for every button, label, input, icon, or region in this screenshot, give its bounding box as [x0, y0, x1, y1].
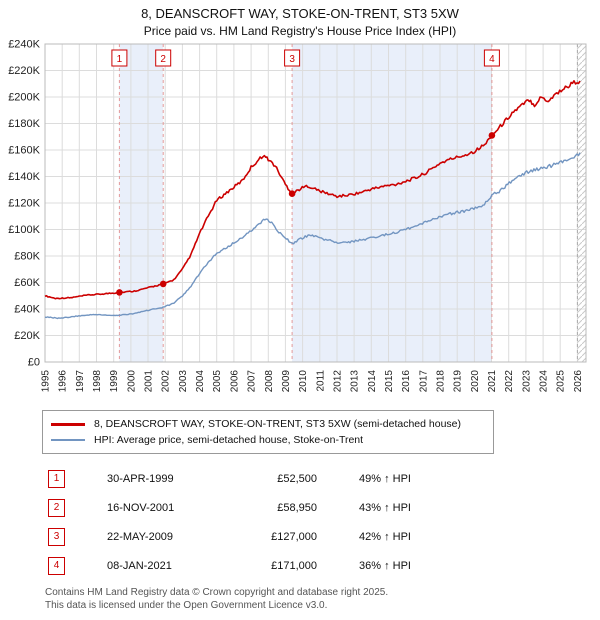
svg-text:3: 3	[289, 54, 295, 65]
svg-text:2002: 2002	[161, 370, 172, 393]
svg-text:1998: 1998	[92, 370, 103, 393]
svg-text:2009: 2009	[281, 370, 292, 393]
property-line-swatch	[51, 422, 85, 426]
sale-flag	[284, 49, 301, 67]
sale-marker	[488, 132, 496, 139]
svg-text:2005: 2005	[212, 370, 223, 393]
sale-price: £127,000	[271, 530, 317, 543]
svg-text:£100K: £100K	[8, 224, 40, 236]
svg-text:2004: 2004	[195, 370, 206, 393]
svg-text:2019: 2019	[453, 370, 464, 393]
sale-number-badge: 2	[48, 498, 65, 517]
svg-text:2012: 2012	[333, 370, 344, 393]
page-title: 8, DEANSCROFT WAY, STOKE-ON-TRENT, ST3 5…	[141, 6, 459, 21]
svg-text:£140K: £140K	[8, 171, 40, 183]
sale-date: 22-MAY-2009	[107, 530, 174, 543]
svg-text:£0: £0	[28, 357, 40, 369]
sale-number-badge: 1	[48, 469, 65, 488]
copyright-footer: Contains HM Land Registry data © Crown c…	[45, 586, 600, 612]
svg-text:2011: 2011	[315, 370, 326, 392]
sale-number-badge: 3	[48, 527, 65, 546]
svg-text:£240K: £240K	[8, 39, 40, 51]
sale-hpi-diff: 36% ↑ HPI	[359, 559, 411, 572]
legend-label-property: 8, DEANSCROFT WAY, STOKE-ON-TRENT, ST3 5…	[94, 418, 462, 430]
svg-text:2003: 2003	[178, 370, 189, 393]
legend-row-hpi: HPI: Average price, semi-detached house,…	[51, 432, 485, 448]
svg-text:2015: 2015	[384, 370, 395, 393]
svg-text:2025: 2025	[556, 370, 567, 393]
svg-text:2026: 2026	[573, 370, 584, 393]
svg-text:£220K: £220K	[8, 65, 40, 77]
svg-text:2000: 2000	[126, 370, 137, 393]
svg-text:2021: 2021	[487, 370, 498, 393]
svg-text:1997: 1997	[75, 370, 86, 393]
svg-text:4: 4	[489, 54, 495, 65]
svg-text:2: 2	[160, 54, 166, 65]
svg-text:2018: 2018	[436, 370, 447, 393]
footer-line-1: Contains HM Land Registry data © Crown c…	[45, 587, 389, 598]
hpi-line-swatch	[51, 439, 85, 441]
svg-text:£180K: £180K	[8, 118, 40, 130]
svg-text:£160K: £160K	[8, 145, 40, 157]
sale-date: 16-NOV-2001	[107, 501, 175, 514]
sale-flag	[483, 49, 500, 67]
footer-line-2: This data is licensed under the Open Gov…	[45, 600, 328, 611]
svg-text:2006: 2006	[229, 370, 240, 393]
svg-text:£200K: £200K	[8, 92, 40, 104]
svg-text:£120K: £120K	[8, 198, 40, 210]
svg-text:1995: 1995	[41, 370, 52, 393]
svg-text:£20K: £20K	[14, 330, 40, 342]
sale-number-badge: 4	[48, 556, 65, 575]
sale-flag	[111, 49, 128, 67]
chart-header: 8, DEANSCROFT WAY, STOKE-ON-TRENT, ST3 5…	[0, 0, 600, 38]
svg-text:2023: 2023	[521, 370, 532, 393]
sale-hpi-diff: 42% ↑ HPI	[359, 530, 411, 543]
svg-text:2010: 2010	[298, 370, 309, 393]
page-subtitle: Price paid vs. HM Land Registry's House …	[143, 24, 457, 38]
sale-marker	[288, 190, 296, 197]
svg-text:1: 1	[117, 54, 123, 65]
series-line-1	[44, 152, 581, 320]
legend-label-hpi: HPI: Average price, semi-detached house,…	[94, 434, 364, 446]
svg-text:£80K: £80K	[14, 251, 40, 263]
sale-hpi-diff: 49% ↑ HPI	[359, 472, 411, 485]
sale-price: £171,000	[271, 559, 317, 572]
price-chart: £0 £20K £40K £60K £80K £100K £120K £140K £160K £1…	[8, 39, 587, 393]
sale-price: £52,500	[277, 472, 317, 485]
svg-text:2014: 2014	[367, 370, 378, 393]
svg-text:2020: 2020	[470, 370, 481, 393]
sale-price: £58,950	[277, 501, 317, 514]
table-row: 3 22-MAY-2009 £127,000 42% ↑ HPI	[0, 522, 600, 551]
svg-text:£40K: £40K	[14, 304, 40, 316]
svg-text:2001: 2001	[144, 370, 155, 393]
sale-marker	[159, 280, 167, 288]
sale-date: 08-JAN-2021	[107, 559, 172, 572]
svg-text:2017: 2017	[418, 370, 429, 393]
svg-text:2007: 2007	[247, 370, 258, 393]
sale-flag	[155, 49, 172, 67]
sales-table: 1 30-APR-1999 £52,500 49% ↑ HPI 2 16-NOV…	[0, 464, 600, 580]
sale-marker	[116, 289, 123, 296]
table-row: 1 30-APR-1999 £52,500 49% ↑ HPI	[0, 464, 600, 493]
svg-text:2008: 2008	[264, 370, 275, 393]
svg-text:1999: 1999	[109, 370, 120, 393]
svg-text:1996: 1996	[58, 370, 69, 393]
svg-text:2016: 2016	[401, 370, 412, 393]
svg-text:2024: 2024	[539, 370, 550, 393]
chart-legend: 8, DEANSCROFT WAY, STOKE-ON-TRENT, ST3 5…	[42, 410, 494, 454]
legend-row-property: 8, DEANSCROFT WAY, STOKE-ON-TRENT, ST3 5…	[51, 416, 485, 432]
svg-text:£60K: £60K	[14, 277, 40, 289]
table-row: 2 16-NOV-2001 £58,950 43% ↑ HPI	[0, 493, 600, 522]
sale-hpi-diff: 43% ↑ HPI	[359, 501, 411, 514]
svg-text:2022: 2022	[504, 370, 515, 393]
table-row: 4 08-JAN-2021 £171,000 36% ↑ HPI	[0, 551, 600, 580]
svg-text:2013: 2013	[350, 370, 361, 393]
sale-date: 30-APR-1999	[107, 472, 174, 485]
